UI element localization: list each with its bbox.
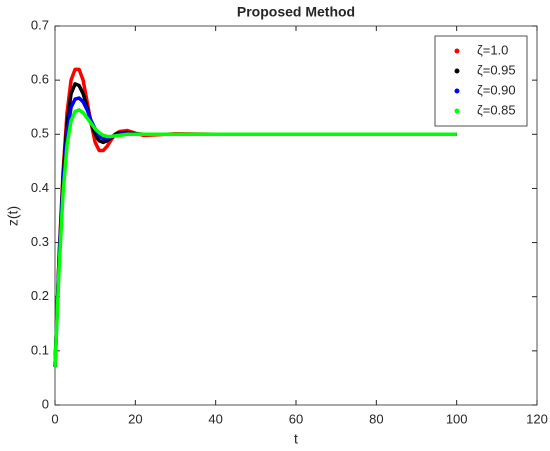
- y-tick-label: 0.2: [31, 288, 49, 303]
- series-line: [53, 108, 457, 368]
- legend-label: ζ=1.0: [477, 42, 508, 57]
- legend-label: ζ=0.95: [477, 62, 516, 77]
- y-tick-label: 0.6: [31, 72, 49, 87]
- legend-marker: [454, 48, 460, 54]
- x-tick-label: 100: [446, 411, 468, 426]
- y-tick-label: 0.5: [31, 126, 49, 141]
- y-tick-label: 0.7: [31, 17, 49, 32]
- x-tick-label: 120: [526, 411, 548, 426]
- legend-box: [434, 35, 528, 127]
- legend-marker: [454, 88, 460, 94]
- x-tick-label: 20: [128, 411, 142, 426]
- legend-label: ζ=0.90: [477, 82, 516, 97]
- x-tick-label: 80: [369, 411, 383, 426]
- legend-marker: [454, 68, 460, 74]
- y-tick-label: 0.3: [31, 234, 49, 249]
- x-tick-label: 60: [289, 411, 303, 426]
- x-axis-label: t: [294, 431, 298, 447]
- y-tick-label: 0.1: [31, 342, 49, 357]
- x-tick-label: 0: [51, 411, 58, 426]
- legend-label: ζ=0.85: [477, 102, 516, 117]
- y-axis-label: z(t): [5, 206, 21, 226]
- legend-marker: [454, 108, 460, 114]
- y-tick-label: 0.4: [31, 180, 49, 195]
- y-tick-label: 0: [42, 396, 49, 411]
- x-tick-label: 40: [208, 411, 222, 426]
- chart-title: Proposed Method: [237, 4, 355, 20]
